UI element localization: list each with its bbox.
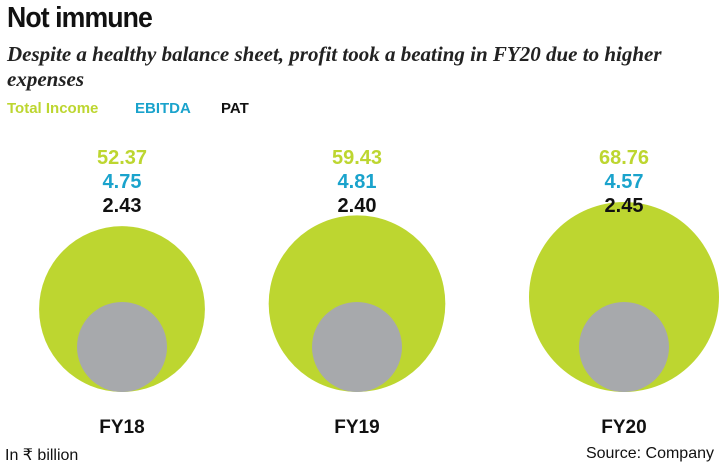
- ebitda-label: 4.81: [338, 171, 377, 193]
- category-label: FY19: [334, 417, 379, 438]
- pat-label: 2.40: [338, 195, 377, 217]
- chart-subtitle: Despite a healthy balance sheet, profit …: [7, 42, 662, 91]
- ebitda-label: 4.57: [605, 171, 644, 193]
- chart-title: Not immune: [7, 2, 153, 34]
- total-income-label: 68.76: [599, 147, 649, 169]
- unit-note: In ₹ billion: [5, 447, 79, 464]
- legend: Total Income EBITDA PAT: [7, 100, 249, 117]
- legend-pat: PAT: [221, 100, 249, 117]
- total-income-label: 59.43: [332, 147, 382, 169]
- ebitda-label: 4.75: [103, 171, 142, 193]
- source-note: Source: Company: [585, 445, 714, 462]
- total-income-label: 52.37: [97, 147, 147, 169]
- pat-label: 2.45: [605, 195, 644, 217]
- inner-bubble: [77, 302, 167, 392]
- category-label: FY20: [601, 417, 646, 438]
- total-income-bubble: [529, 202, 719, 392]
- category-label: FY18: [99, 417, 144, 438]
- legend-ebitda: EBITDA: [135, 100, 191, 117]
- inner-bubble: [312, 302, 402, 392]
- inner-bubble: [579, 302, 669, 392]
- pat-label: 2.43: [103, 195, 142, 217]
- legend-total-income: Total Income: [7, 100, 99, 117]
